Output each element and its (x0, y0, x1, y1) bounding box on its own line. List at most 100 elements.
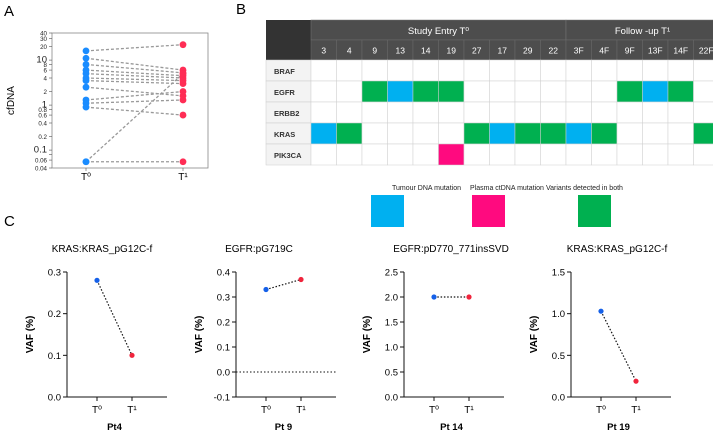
chart-b-cell (387, 122, 414, 145)
chart-a-ytick-label: 0.04 (35, 166, 48, 173)
chart-b-cell (591, 101, 618, 124)
chart-c3-ytick-label: 0.0 (385, 393, 398, 404)
chart-c1-ytick-label: 0.1 (48, 351, 61, 362)
chart-c2-xlabel: Pt 9 (275, 422, 292, 433)
chart-b-cell (667, 59, 694, 82)
chart-c2-xtick-label: T¹ (296, 405, 306, 416)
chart-b-cell (540, 80, 567, 103)
chart-c4-ytick-label: 0.5 (552, 351, 565, 362)
chart-a-frame (51, 32, 209, 169)
chart-b-cell (540, 59, 567, 82)
chart-c1-ylabel: VAF (%) (25, 316, 36, 354)
chart-c4-xlabel: Pt 19 (607, 422, 630, 433)
chart-b-cell (693, 101, 713, 124)
chart-b-cell (463, 80, 490, 103)
chart-a-ytick-label: 4 (44, 76, 48, 83)
chart-b-cell (489, 101, 516, 124)
chart-b-cell (540, 101, 567, 124)
chart-b-cell (616, 80, 643, 103)
chart-b-col-label: 14F (673, 46, 688, 56)
chart-b-col-label: 22F (699, 46, 713, 56)
chart-b-cell (463, 143, 490, 166)
chart-b-cell (642, 101, 669, 124)
chart-b-cell (667, 80, 694, 103)
chart-b-cell (591, 59, 618, 82)
chart-a-xtick-label: T¹ (178, 172, 188, 183)
chart-b-legend-label: Plasma ctDNA mutation (470, 185, 544, 192)
chart-b-cell (693, 122, 713, 145)
chart-b-legend-label: Variants detected in both (546, 185, 623, 192)
chart-a-pair-line (85, 72, 184, 79)
chart-c3-point-t1 (466, 294, 472, 300)
chart-b-cell (361, 101, 388, 124)
panel-label-b: B (236, 1, 246, 18)
chart-a-ytick-label: 0.1 (34, 145, 47, 156)
chart-a-ytick-label: 10 (36, 55, 47, 66)
chart-b-cell (489, 143, 516, 166)
chart-c2-ytick-label: 0.2 (217, 318, 230, 329)
chart-a-point-t0 (82, 54, 90, 62)
chart-a-ytick-label: 0.06 (35, 158, 48, 165)
chart-b-cell (642, 59, 669, 82)
chart-b-gene-label: KRAS (274, 130, 295, 139)
chart-b-col-label: 3 (321, 46, 326, 56)
chart-b-cell (514, 122, 541, 145)
chart-c4: KRAS:KRAS_pG12C-f 0.0 0.5 1.0 1.5 VAF (%) T⁰ T¹… (529, 244, 671, 433)
chart-b-col-label: 13F (648, 46, 663, 56)
chart-c2-xtick-label: T⁰ (261, 405, 271, 416)
chart-c4-series-line (600, 310, 637, 382)
chart-a-ytick-label: 0.6 (38, 113, 47, 120)
chart-c3-ytick-label: 1.0 (385, 343, 398, 354)
chart-b-cell (642, 80, 669, 103)
chart-b-cell (667, 101, 694, 124)
chart-b-cell (336, 101, 363, 124)
chart-b-cell (336, 143, 363, 166)
chart-b-cell (591, 122, 618, 145)
chart-a-point-t0 (82, 77, 90, 85)
chart-a-pair-line (85, 79, 184, 85)
chart-b-cell (463, 59, 490, 82)
chart-c2-point-t0 (263, 286, 269, 293)
chart-a-ytick-label: 20 (40, 44, 47, 51)
chart-c1-point-t0 (94, 277, 100, 283)
chart-b-cell (412, 59, 439, 82)
chart-b-cell (693, 59, 713, 82)
panel-label-a: A (4, 3, 14, 20)
chart-b-cell (336, 59, 363, 82)
chart-b-cell (387, 143, 414, 166)
chart-b-cell (616, 101, 643, 124)
chart-a-ytick-label: 30 (40, 36, 47, 43)
chart-b-col-label: 27 (472, 46, 482, 56)
chart-b-cell (514, 80, 541, 103)
chart-a-ytick-label: 0.8 (38, 107, 47, 114)
chart-b-gene-label: PIK3CA (274, 151, 302, 160)
chart-b-col-label: 3F (574, 46, 584, 56)
chart-a-point-t1 (179, 41, 187, 49)
chart-c1-ytick-label: 0.3 (48, 268, 61, 279)
chart-b-cell (463, 122, 490, 145)
chart-b-cell (489, 122, 516, 145)
chart-b-cell (412, 101, 439, 124)
chart-b-cell (565, 59, 592, 82)
chart-a-pair-line (85, 73, 184, 163)
chart-b-cell (514, 59, 541, 82)
chart-b-col-label: 17 (498, 46, 508, 56)
chart-b-cell (412, 80, 439, 103)
chart-c3-point-t0 (431, 294, 437, 300)
chart-c4-xtick-label: T¹ (631, 405, 641, 416)
chart-c3-ytick-label: 2.5 (385, 268, 398, 279)
chart-b-cell (438, 101, 465, 124)
chart-b-cell (565, 80, 592, 103)
chart-c4-ytick-label: 1.5 (552, 268, 565, 279)
chart-b-cell (438, 122, 465, 145)
chart-b-cell (616, 59, 643, 82)
chart-a-pair-line (85, 77, 184, 82)
chart-b-legend-swatch (472, 195, 505, 227)
chart-b-cell (642, 122, 669, 145)
chart-a-point-t0 (82, 103, 90, 111)
chart-b-cell (361, 59, 388, 82)
chart-c3-xtick-label: T⁰ (429, 405, 439, 416)
chart-c1-series-line (96, 280, 133, 356)
chart-a-ytick-label: 0.4 (38, 121, 47, 128)
chart-b-col-label: 9 (372, 46, 377, 56)
